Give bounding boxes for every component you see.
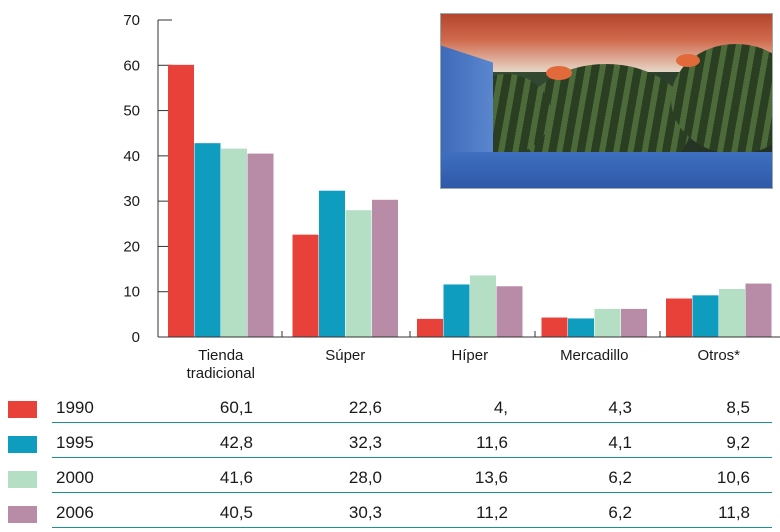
legend-row-1990: 1990 60,1 22,6 4, 4,3 8,5 [0, 397, 780, 427]
table-value: 42,8 [219, 433, 253, 452]
sticker-shape [546, 66, 572, 80]
y-tick-label: 50 [123, 103, 140, 120]
bar-2006 [247, 153, 274, 337]
y-tick-label: 30 [123, 193, 140, 210]
table-value: 4, [493, 398, 508, 417]
y-tick-label: 10 [123, 284, 140, 301]
y-tick-label: 70 [123, 12, 140, 29]
bar-1995 [319, 190, 345, 337]
legend-year-label: 1995 [56, 433, 94, 452]
bar-1990 [292, 234, 319, 337]
watermelon-photo [440, 13, 773, 189]
x-category-label: Híper [451, 347, 488, 364]
table-value: 6,2 [608, 468, 632, 487]
table-value: 32,3 [348, 433, 382, 452]
bar-1990 [541, 317, 568, 337]
table-value: 28,0 [348, 468, 382, 487]
table-value: 13,6 [474, 468, 508, 487]
y-tick-label: 40 [123, 148, 140, 165]
bars-group [168, 64, 772, 337]
legend-swatch [8, 436, 37, 453]
bar-1995 [568, 318, 594, 337]
bar-2006 [372, 199, 398, 337]
row-divider [52, 492, 772, 493]
row-divider [52, 422, 772, 423]
data-table: 1990 60,1 22,6 4, 4,3 8,5 1995 42,8 32,3 11,6 4,1 9… [0, 397, 780, 532]
bar-2000 [470, 275, 496, 337]
legend-year-label: 2006 [56, 503, 94, 522]
bar-1995 [692, 295, 719, 337]
table-value: 6,2 [608, 503, 632, 522]
y-axis: 0 10 20 30 40 50 60 70 [123, 12, 172, 346]
table-value: 30,3 [348, 503, 382, 522]
bar-1990 [666, 298, 692, 337]
sticker-shape [676, 54, 700, 67]
y-tick-label: 0 [132, 329, 140, 346]
bar-2000 [594, 308, 621, 337]
bar-2000 [719, 288, 745, 337]
legend-row-1995: 1995 42,8 32,3 11,6 4,1 9,2 [0, 432, 780, 462]
table-value: 8,5 [726, 398, 750, 417]
bar-2006 [496, 286, 523, 337]
x-category-label: tradicional [187, 365, 255, 382]
crate-floor-shape [441, 152, 772, 188]
y-tick-label: 20 [123, 238, 140, 255]
x-category-label: Otros* [697, 347, 740, 364]
bar-1995 [194, 143, 221, 337]
legend-swatch [8, 506, 37, 523]
bar-2006 [621, 308, 647, 337]
bar-2000 [345, 210, 372, 337]
y-tick-label: 60 [123, 57, 140, 74]
bar-1990 [417, 318, 443, 337]
legend-swatch [8, 471, 37, 488]
x-category-label: Mercadillo [560, 347, 628, 364]
table-value: 4,3 [608, 398, 632, 417]
table-value: 4,1 [608, 433, 632, 452]
table-value: 41,6 [219, 468, 253, 487]
table-value: 10,6 [716, 468, 750, 487]
table-value: 11,6 [476, 433, 508, 452]
table-value: 11,2 [476, 503, 508, 522]
table-value: 40,5 [219, 503, 253, 522]
bar-1990 [168, 64, 194, 337]
legend-swatch [8, 401, 37, 418]
row-divider [52, 527, 772, 528]
x-category-label: Tienda [198, 347, 244, 364]
bar-2000 [221, 148, 247, 337]
table-value: 11,8 [718, 503, 750, 522]
legend-year-label: 1990 [56, 398, 94, 417]
legend-row-2006: 2006 40,5 30,3 11,2 6,2 11,8 [0, 502, 780, 532]
table-value: 60,1 [219, 398, 253, 417]
table-value: 22,6 [348, 398, 382, 417]
legend-row-2000: 2000 41,6 28,0 13,6 6,2 10,6 [0, 467, 780, 497]
legend-year-label: 2000 [56, 468, 94, 487]
table-value: 9,2 [726, 433, 750, 452]
row-divider [52, 457, 772, 458]
bar-2006 [745, 283, 772, 337]
x-category-label: Súper [325, 347, 365, 364]
bar-1995 [443, 284, 470, 337]
